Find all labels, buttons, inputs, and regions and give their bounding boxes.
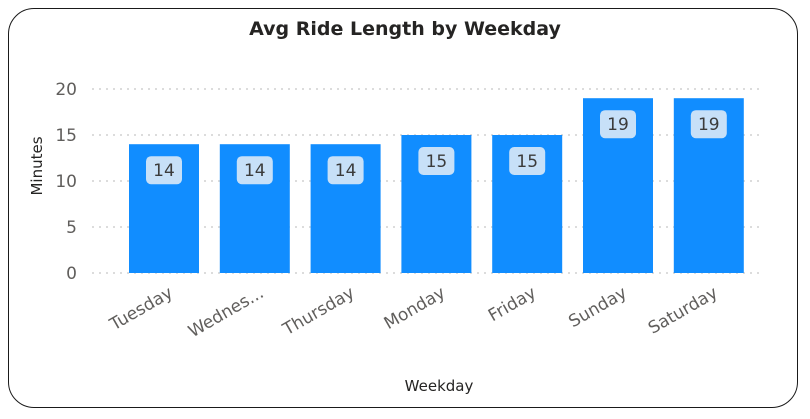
data-label: 14 <box>335 161 357 181</box>
x-tick-label: Friday <box>485 283 540 326</box>
y-tick-label: 0 <box>66 264 77 284</box>
data-label-background <box>690 110 727 139</box>
data-label-background <box>418 147 455 175</box>
x-tick-label: Monday <box>381 283 449 334</box>
x-tick-label: Saturday <box>645 283 721 339</box>
y-tick-label: 15 <box>55 126 77 146</box>
data-label: 14 <box>244 161 266 181</box>
data-label-background <box>327 156 364 185</box>
chart-title: Avg Ride Length by Weekday <box>249 18 561 40</box>
y-tick-label: 20 <box>55 80 77 100</box>
data-label-background <box>236 156 273 185</box>
data-label-background <box>146 156 182 185</box>
data-label-background <box>509 147 546 175</box>
x-tick-label: Wednes... <box>185 283 267 342</box>
x-axis-label: Weekday <box>404 377 474 395</box>
data-label: 19 <box>607 115 629 135</box>
y-tick-label: 10 <box>55 172 77 192</box>
x-tick-label: Tuesday <box>106 283 177 335</box>
y-tick-label: 5 <box>66 218 77 238</box>
x-tick-label: Sunday <box>565 283 630 332</box>
data-label: 19 <box>698 115 720 135</box>
data-label: 15 <box>516 152 538 172</box>
data-label: 14 <box>153 161 175 181</box>
data-label-background <box>600 110 636 139</box>
data-label: 15 <box>426 152 448 172</box>
x-tick-label: Thursday <box>279 283 358 340</box>
